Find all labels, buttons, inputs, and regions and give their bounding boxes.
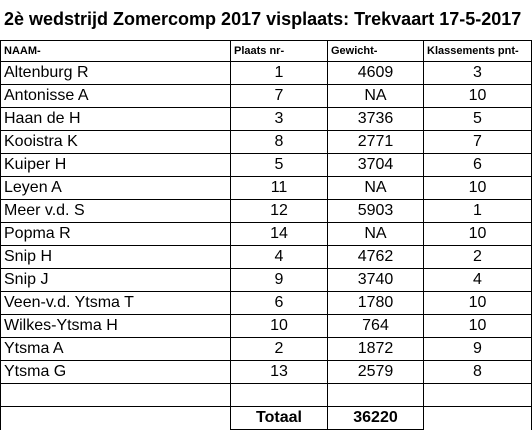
cell-gewicht: NA: [327, 84, 424, 108]
page-title: 2è wedstrijd Zomercomp 2017 visplaats: T…: [4, 9, 522, 29]
cell-punten: 10: [423, 314, 532, 338]
table-row: Ytsma G 13 2579 8: [0, 360, 532, 384]
total-row: Totaal 36220: [0, 406, 532, 430]
results-table: NAAM- Plaats nr- Gewicht- Klassements pn…: [0, 40, 532, 430]
cell-plaats: 10: [230, 314, 328, 338]
cell-plaats: 5: [230, 153, 328, 177]
cell-plaats: 4: [230, 245, 328, 269]
cell-punten: 10: [423, 291, 532, 315]
cell-punten: 6: [423, 153, 532, 177]
total-empty: [423, 406, 532, 430]
cell-naam: Veen-v.d. Ytsma T: [0, 291, 231, 315]
table-row: Antonisse A 7 NA 10: [0, 84, 532, 108]
blank-cell: [423, 383, 532, 407]
cell-gewicht: NA: [327, 222, 424, 246]
table-row: Leyen A 11 NA 10: [0, 176, 532, 200]
cell-punten: 2: [423, 245, 532, 269]
cell-naam: Snip H: [0, 245, 231, 269]
total-value: 36220: [327, 406, 424, 430]
cell-naam: Kooistra K: [0, 130, 231, 154]
cell-gewicht: 3736: [327, 107, 424, 131]
cell-plaats: 8: [230, 130, 328, 154]
cell-gewicht: 764: [327, 314, 424, 338]
total-label: Totaal: [230, 406, 328, 430]
cell-plaats: 13: [230, 360, 328, 384]
cell-naam: Haan de H: [0, 107, 231, 131]
cell-plaats: 3: [230, 107, 328, 131]
cell-punten: 10: [423, 222, 532, 246]
cell-naam: Wilkes-Ytsma H: [0, 314, 231, 338]
table-row: Kooistra K 8 2771 7: [0, 130, 532, 154]
cell-naam: Ytsma G: [0, 360, 231, 384]
column-header-klassement: Klassements pnt-: [423, 40, 532, 62]
column-header-gewicht: Gewicht-: [327, 40, 424, 62]
cell-naam: Meer v.d. S: [0, 199, 231, 223]
cell-gewicht: 1780: [327, 291, 424, 315]
table-row: Altenburg R 1 4609 3: [0, 61, 532, 85]
blank-cell: [0, 383, 231, 407]
cell-punten: 4: [423, 268, 532, 292]
cell-naam: Kuiper H: [0, 153, 231, 177]
table-row: Wilkes-Ytsma H 10 764 10: [0, 314, 532, 338]
cell-gewicht: 4762: [327, 245, 424, 269]
cell-plaats: 2: [230, 337, 328, 361]
table-row: Meer v.d. S 12 5903 1: [0, 199, 532, 223]
cell-punten: 7: [423, 130, 532, 154]
cell-gewicht: 1872: [327, 337, 424, 361]
cell-gewicht: 3740: [327, 268, 424, 292]
cell-punten: 10: [423, 176, 532, 200]
cell-plaats: 7: [230, 84, 328, 108]
cell-naam: Snip J: [0, 268, 231, 292]
cell-plaats: 12: [230, 199, 328, 223]
table-row: Veen-v.d. Ytsma T 6 1780 10: [0, 291, 532, 315]
table-row: Snip J 9 3740 4: [0, 268, 532, 292]
cell-gewicht: 2771: [327, 130, 424, 154]
table-row: Ytsma A 2 1872 9: [0, 337, 532, 361]
cell-naam: Popma R: [0, 222, 231, 246]
cell-naam: Antonisse A: [0, 84, 231, 108]
cell-punten: 5: [423, 107, 532, 131]
blank-row: [0, 383, 532, 407]
cell-gewicht: 4609: [327, 61, 424, 85]
table-body: Altenburg R 1 4609 3 Antonisse A 7 NA 10…: [0, 61, 532, 430]
cell-gewicht: 2579: [327, 360, 424, 384]
column-header-naam: NAAM-: [0, 40, 231, 62]
cell-naam: Altenburg R: [0, 61, 231, 85]
table-row: Haan de H 3 3736 5: [0, 107, 532, 131]
table-row: Kuiper H 5 3704 6: [0, 153, 532, 177]
cell-plaats: 11: [230, 176, 328, 200]
column-header-plaats: Plaats nr-: [230, 40, 328, 62]
cell-plaats: 14: [230, 222, 328, 246]
cell-plaats: 6: [230, 291, 328, 315]
cell-plaats: 1: [230, 61, 328, 85]
cell-plaats: 9: [230, 268, 328, 292]
table-row: Snip H 4 4762 2: [0, 245, 532, 269]
table-row: Popma R 14 NA 10: [0, 222, 532, 246]
cell-punten: 10: [423, 84, 532, 108]
blank-cell: [230, 383, 328, 407]
blank-cell: [327, 383, 424, 407]
cell-punten: 9: [423, 337, 532, 361]
cell-punten: 8: [423, 360, 532, 384]
cell-naam: Leyen A: [0, 176, 231, 200]
cell-gewicht: NA: [327, 176, 424, 200]
cell-naam: Ytsma A: [0, 337, 231, 361]
cell-gewicht: 5903: [327, 199, 424, 223]
cell-punten: 3: [423, 61, 532, 85]
cell-punten: 1: [423, 199, 532, 223]
cell-gewicht: 3704: [327, 153, 424, 177]
header-row: NAAM- Plaats nr- Gewicht- Klassements pn…: [0, 40, 532, 62]
total-spacer: [0, 406, 231, 430]
